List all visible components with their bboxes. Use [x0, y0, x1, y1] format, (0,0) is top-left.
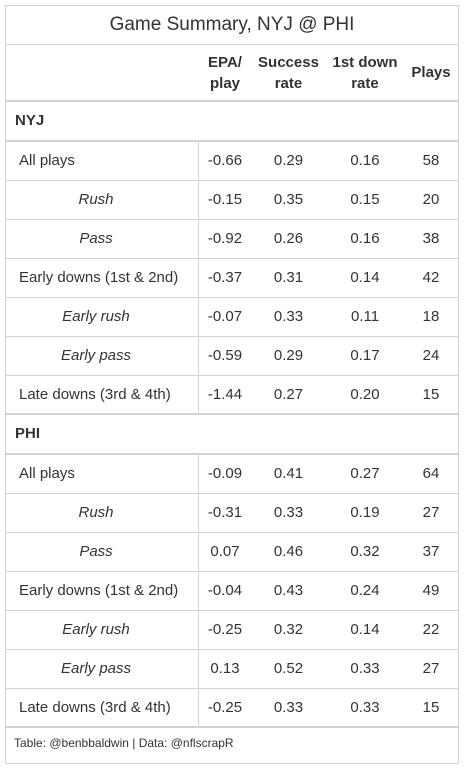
- table-row: All plays -0.66 0.29 0.16 58: [6, 142, 458, 181]
- cell-success-rate: 0.27: [273, 385, 304, 403]
- row-label: Early downs (1st & 2nd): [6, 572, 199, 610]
- cell-first-down-rate: 0.33: [350, 660, 380, 677]
- cell-first-down-rate: 0.11: [350, 308, 380, 325]
- cell-first-down-rate: 0.17: [350, 347, 380, 364]
- row-label: All plays: [6, 455, 199, 493]
- cell-epa-per-play: -0.09: [207, 465, 243, 482]
- cell-success-rate: 0.35: [273, 191, 304, 208]
- column-header-row: EPA/ play Success rate 1st down rate Pla…: [6, 45, 458, 102]
- header-epa-per-play: EPA/ play: [208, 53, 242, 92]
- cell-epa-per-play: -0.25: [207, 621, 243, 638]
- table-body: NYJ All plays -0.66 0.29 0.16 58 Rush -0.15 0.35…: [6, 102, 458, 728]
- cell-first-down-rate: 0.27: [350, 465, 380, 482]
- cell-first-down-rate: 0.14: [350, 269, 380, 286]
- row-label: Early pass: [6, 337, 199, 375]
- row-label: Early pass: [6, 650, 199, 688]
- table-row: Late downs (3rd & 4th) -1.44 0.27 0.20 15: [6, 376, 458, 415]
- cell-plays: 20: [422, 191, 440, 208]
- row-label: Early rush: [6, 298, 199, 336]
- cell-epa-per-play: -0.66: [207, 152, 243, 169]
- cell-success-rate: 0.31: [273, 269, 304, 286]
- row-label: Late downs (3rd & 4th): [6, 376, 199, 413]
- cell-epa-per-play: -0.59: [207, 347, 243, 364]
- cell-epa-per-play: 0.13: [210, 660, 240, 677]
- table-row: Early pass -0.59 0.29 0.17 24: [6, 337, 458, 376]
- table-row: Rush -0.15 0.35 0.15 20: [6, 181, 458, 220]
- cell-epa-per-play: -0.37: [207, 269, 243, 286]
- row-label: Rush: [6, 181, 199, 219]
- group-header: NYJ: [6, 102, 458, 142]
- row-label: Pass: [6, 533, 199, 571]
- cell-plays: 15: [422, 385, 440, 403]
- table-row: Early rush -0.07 0.33 0.11 18: [6, 298, 458, 337]
- cell-success-rate: 0.52: [273, 660, 304, 677]
- table-row: Early downs (1st & 2nd) -0.04 0.43 0.24 49: [6, 572, 458, 611]
- header-first-down-rate: 1st down rate: [332, 53, 398, 92]
- cell-plays: 15: [422, 698, 440, 716]
- table-row: Pass 0.07 0.46 0.32 37: [6, 533, 458, 572]
- group-header: PHI: [6, 415, 458, 455]
- cell-plays: 58: [422, 152, 440, 169]
- table-row: Rush -0.31 0.33 0.19 27: [6, 494, 458, 533]
- row-label: All plays: [6, 142, 199, 180]
- cell-success-rate: 0.46: [273, 543, 304, 560]
- cell-plays: 37: [422, 543, 440, 560]
- cell-epa-per-play: -0.92: [207, 230, 243, 247]
- cell-plays: 64: [422, 465, 440, 482]
- table-row: Early pass 0.13 0.52 0.33 27: [6, 650, 458, 689]
- cell-first-down-rate: 0.14: [350, 621, 380, 638]
- cell-epa-per-play: -0.15: [207, 191, 243, 208]
- cell-success-rate: 0.26: [273, 230, 304, 247]
- table-title: Game Summary, NYJ @ PHI: [6, 6, 458, 45]
- cell-plays: 49: [422, 582, 440, 599]
- table-row: Early rush -0.25 0.32 0.14 22: [6, 611, 458, 650]
- cell-success-rate: 0.29: [273, 152, 304, 169]
- row-label: Early downs (1st & 2nd): [6, 259, 199, 297]
- cell-first-down-rate: 0.16: [350, 152, 380, 169]
- header-plays: Plays: [411, 64, 451, 81]
- cell-epa-per-play: 0.07: [210, 543, 240, 560]
- header-success-rate: Success rate: [258, 53, 319, 92]
- row-label: Rush: [6, 494, 199, 532]
- row-label: Pass: [6, 220, 199, 258]
- cell-first-down-rate: 0.16: [350, 230, 380, 247]
- summary-table: Game Summary, NYJ @ PHI EPA/ play Succes…: [5, 5, 459, 764]
- cell-success-rate: 0.41: [273, 465, 304, 482]
- cell-first-down-rate: 0.20: [350, 385, 380, 403]
- table-row: Late downs (3rd & 4th) -0.25 0.33 0.33 15: [6, 689, 458, 728]
- cell-plays: 42: [422, 269, 440, 286]
- cell-plays: 27: [422, 504, 440, 521]
- cell-first-down-rate: 0.24: [350, 582, 380, 599]
- cell-success-rate: 0.33: [273, 308, 304, 325]
- cell-success-rate: 0.43: [273, 582, 304, 599]
- cell-first-down-rate: 0.19: [350, 504, 380, 521]
- table-row: All plays -0.09 0.41 0.27 64: [6, 455, 458, 494]
- cell-epa-per-play: -0.07: [207, 308, 243, 325]
- cell-plays: 22: [422, 621, 440, 638]
- row-label: Late downs (3rd & 4th): [6, 689, 199, 726]
- cell-first-down-rate: 0.15: [350, 191, 380, 208]
- cell-plays: 24: [422, 347, 440, 364]
- cell-epa-per-play: -1.44: [207, 385, 243, 403]
- table-source-note: Table: @benbbaldwin | Data: @nflscrapR: [14, 736, 234, 750]
- cell-plays: 38: [422, 230, 440, 247]
- cell-success-rate: 0.32: [273, 621, 304, 638]
- table-row: Early downs (1st & 2nd) -0.37 0.31 0.14 42: [6, 259, 458, 298]
- cell-epa-per-play: -0.04: [207, 582, 243, 599]
- cell-success-rate: 0.33: [273, 504, 304, 521]
- table-row: Pass -0.92 0.26 0.16 38: [6, 220, 458, 259]
- cell-success-rate: 0.29: [273, 347, 304, 364]
- cell-first-down-rate: 0.32: [350, 543, 380, 560]
- cell-plays: 27: [422, 660, 440, 677]
- cell-first-down-rate: 0.33: [350, 698, 380, 716]
- cell-plays: 18: [422, 308, 440, 325]
- cell-epa-per-play: -0.25: [207, 698, 243, 716]
- cell-success-rate: 0.33: [273, 698, 304, 716]
- row-label: Early rush: [6, 611, 199, 649]
- cell-epa-per-play: -0.31: [207, 504, 243, 521]
- header-label-column: [6, 45, 199, 100]
